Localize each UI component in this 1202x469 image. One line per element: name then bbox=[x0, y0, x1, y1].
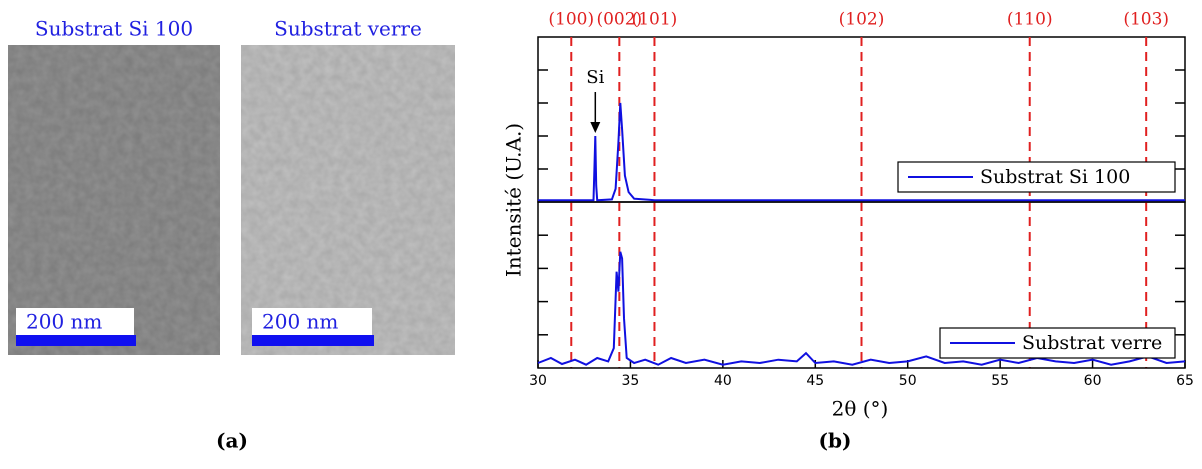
reference-label: (103) bbox=[1123, 10, 1169, 30]
scale-bar-box bbox=[252, 308, 372, 336]
scale-bar-box bbox=[16, 308, 134, 336]
x-axis-label: 2θ (°) bbox=[832, 397, 889, 421]
reference-label: (100) bbox=[548, 10, 594, 30]
scale-bar bbox=[252, 335, 374, 346]
x-tick-label: 40 bbox=[714, 373, 732, 389]
caption: (a) bbox=[216, 429, 248, 453]
x-tick-label: 60 bbox=[1084, 373, 1102, 389]
scale-bar-label: 200 nm bbox=[26, 310, 102, 334]
y-axis-label: Intensité (U.A.) bbox=[502, 123, 526, 277]
x-tick-label: 30 bbox=[529, 373, 547, 389]
scale-bar bbox=[16, 335, 136, 346]
x-tick-label: 50 bbox=[899, 373, 917, 389]
scale-bar-label: 200 nm bbox=[262, 310, 338, 334]
annotation-arrowhead bbox=[590, 122, 601, 133]
x-tick-label: 65 bbox=[1176, 373, 1194, 389]
legend-label: Substrat verre bbox=[1022, 332, 1162, 354]
reference-label: (101) bbox=[632, 10, 678, 30]
sem-texture bbox=[241, 45, 455, 355]
image-title: Substrat verre bbox=[274, 17, 422, 41]
annotation: Si bbox=[586, 67, 604, 88]
legend-label: Substrat Si 100 bbox=[980, 166, 1130, 188]
series-line bbox=[537, 251, 1186, 366]
x-tick-label: 35 bbox=[622, 373, 640, 389]
sem-texture bbox=[8, 45, 220, 355]
caption: (b) bbox=[819, 429, 852, 453]
series-line bbox=[538, 102, 1185, 202]
reference-label: (002) bbox=[596, 10, 642, 30]
image-title: Substrat Si 100 bbox=[35, 17, 193, 41]
plot-frame bbox=[537, 201, 1186, 369]
x-tick-label: 45 bbox=[806, 373, 824, 389]
reference-label: (102) bbox=[839, 10, 885, 30]
x-tick-label: 55 bbox=[991, 373, 1009, 389]
reference-label: (110) bbox=[1007, 10, 1053, 30]
